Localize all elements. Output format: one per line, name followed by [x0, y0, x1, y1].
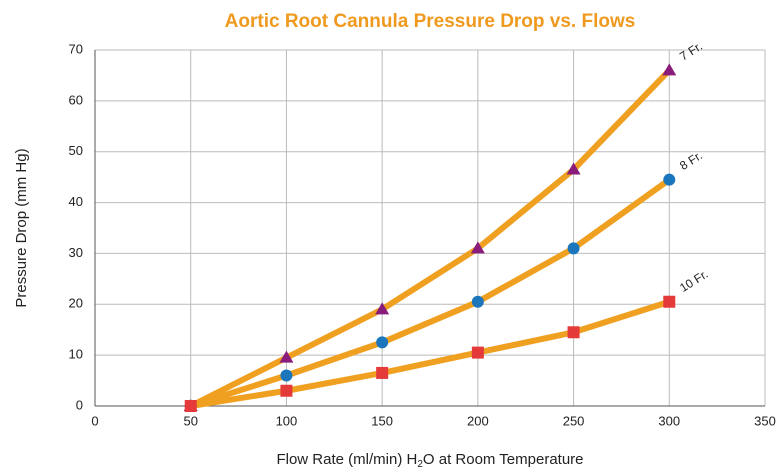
marker [663, 295, 676, 308]
x-tick-label: 350 [754, 413, 776, 428]
x-tick-label: 300 [658, 413, 680, 428]
x-tick-label: 0 [91, 413, 98, 428]
y-tick-label: 0 [76, 397, 83, 412]
marker [663, 173, 676, 186]
marker [280, 369, 293, 382]
x-axis-label-sub: 2 [417, 459, 423, 470]
x-axis-label: Flow Rate (ml/min) H2O at Room Temperatu… [276, 451, 583, 470]
x-tick-label: 100 [276, 413, 298, 428]
marker [279, 350, 294, 363]
chart-title: Aortic Root Cannula Pressure Drop vs. Fl… [225, 11, 636, 32]
y-tick-label: 20 [69, 296, 83, 311]
x-axis-label-part: Flow Rate (ml/min) H [276, 451, 417, 468]
y-tick-label: 40 [69, 194, 83, 209]
x-tick-label: 150 [371, 413, 393, 428]
series-line [187, 67, 673, 409]
series-line [187, 176, 673, 409]
marker [280, 384, 293, 397]
x-tick-label: 200 [467, 413, 489, 428]
marker [566, 162, 581, 175]
series-line [187, 298, 673, 409]
marker [662, 63, 677, 76]
y-axis-label: Pressure Drop (mm Hg) [13, 148, 30, 307]
x-tick-label: 50 [183, 413, 197, 428]
y-tick-label: 50 [69, 143, 83, 158]
marker [376, 366, 389, 379]
series-label: 7 Fr. [677, 39, 705, 64]
marker [471, 295, 484, 308]
marker [470, 241, 485, 254]
x-axis-label-part: O at Room Temperature [423, 451, 584, 468]
y-tick-label: 30 [69, 245, 83, 260]
y-tick-label: 70 [69, 41, 83, 56]
marker [567, 242, 580, 255]
marker [184, 400, 197, 412]
marker [567, 326, 580, 339]
series-label: 10 Fr. [677, 267, 710, 295]
marker [471, 346, 484, 359]
x-tick-label: 250 [563, 413, 585, 428]
y-tick-label: 60 [69, 92, 83, 107]
marker [375, 302, 390, 315]
y-tick-label: 10 [69, 347, 83, 362]
marker [376, 336, 389, 349]
